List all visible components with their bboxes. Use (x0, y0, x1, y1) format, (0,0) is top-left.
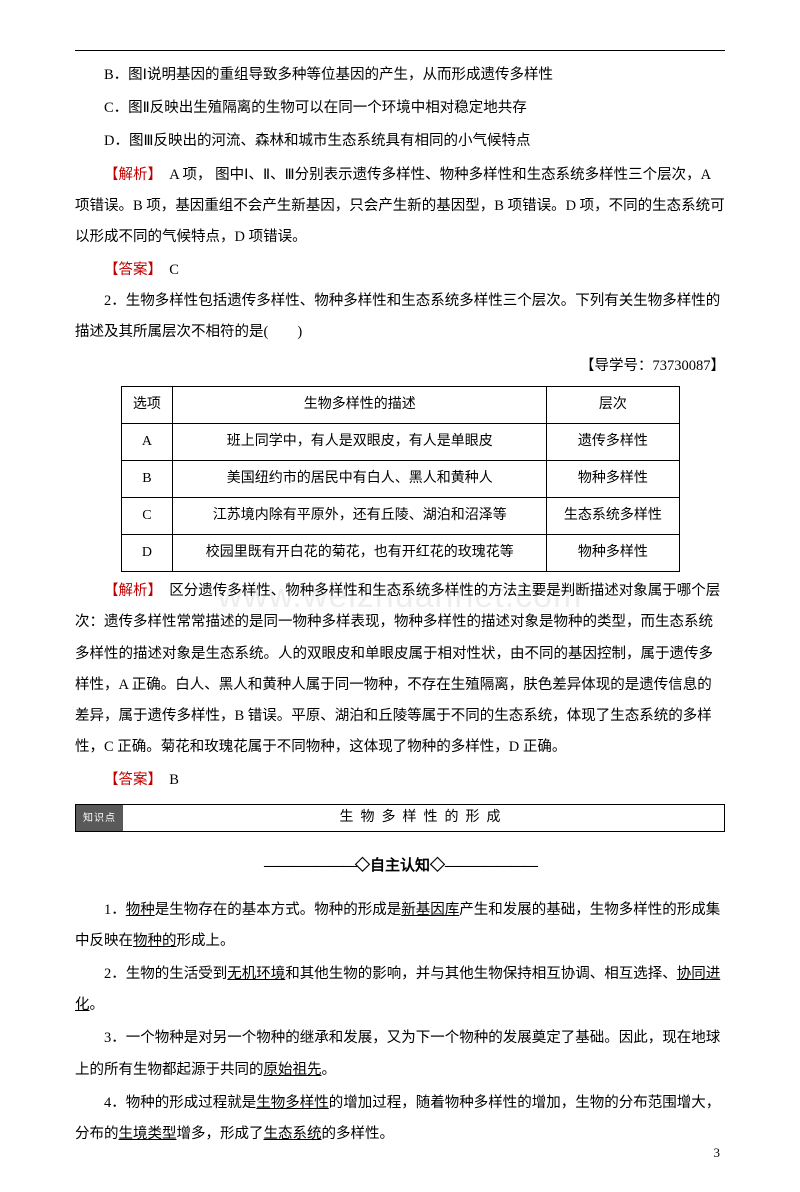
header-rule (75, 50, 725, 51)
u: 生物多样性 (256, 1095, 329, 1111)
cell: D (121, 535, 173, 572)
answer-2: 【答案】 B (75, 765, 725, 796)
self-study-heading: ———————◇自主认知◇——————— (75, 850, 725, 882)
section-title: 生物多样性的形成 (123, 805, 724, 831)
t: 和其他生物的影响，并与其他生物保持相互协调、相互选择、 (285, 966, 677, 982)
cell: 生态系统多样性 (547, 498, 679, 535)
option-b: B．图Ⅰ说明基因的重组导致多种等位基因的产生，从而形成遗传多样性 (75, 60, 725, 91)
u: 生态系统 (264, 1126, 322, 1142)
page-number: 3 (714, 1139, 721, 1167)
cell: 遗传多样性 (547, 423, 679, 460)
u: 原始祖先 (264, 1062, 322, 1078)
analysis-body: A 项， 图中Ⅰ、Ⅱ、Ⅲ分别表示遗传多样性、物种多样性和生态系统多样性三个层次，… (75, 167, 725, 245)
self-p1: 1．物种是生物存在的基本方式。物种的形成是新基因库产生和发展的基础，生物多样性的… (75, 895, 725, 957)
t: 2．生物的生活受到 (104, 966, 227, 982)
answer-value: B (155, 772, 179, 788)
table-row: B 美国纽约市的居民中有白人、黑人和黄种人 物种多样性 (121, 460, 679, 497)
cell: C (121, 498, 173, 535)
cell: 美国纽约市的居民中有白人、黑人和黄种人 (173, 460, 547, 497)
analysis-1: 【解析】 A 项， 图中Ⅰ、Ⅱ、Ⅲ分别表示遗传多样性、物种多样性和生态系统多样性… (75, 160, 725, 254)
analysis-2: 【解析】 区分遗传多样性、物种多样性和生态系统多样性的方法主要是判断描述对象属于… (75, 576, 725, 763)
th-2: 层次 (547, 386, 679, 423)
analysis-label: 【解析】 (104, 167, 155, 183)
t: 的多样性。 (322, 1126, 395, 1142)
cell: 校园里既有开白花的菊花，也有开红花的玫瑰花等 (173, 535, 547, 572)
option-d: D．图Ⅲ反映出的河流、森林和城市生态系统具有相同的小气候特点 (75, 126, 725, 157)
answer-label: 【答案】 (104, 772, 155, 788)
section-box: 知识点 生物多样性的形成 (75, 804, 725, 832)
cell: 物种多样性 (547, 535, 679, 572)
q2-options-table: 选项 生物多样性的描述 层次 A 班上同学中，有人是双眼皮，有人是单眼皮 遗传多… (121, 386, 680, 572)
cell: A (121, 423, 173, 460)
u: 物种 (126, 902, 155, 918)
table-row: A 班上同学中，有人是双眼皮，有人是单眼皮 遗传多样性 (121, 423, 679, 460)
cell: 江苏境内除有平原外，还有丘陵、湖泊和沼泽等 (173, 498, 547, 535)
t: 。 (322, 1062, 337, 1078)
u: 无机环境 (227, 966, 285, 982)
th-0: 选项 (121, 386, 173, 423)
cell: 班上同学中，有人是双眼皮，有人是单眼皮 (173, 423, 547, 460)
answer-1: 【答案】 C (75, 255, 725, 286)
table-header-row: 选项 生物多样性的描述 层次 (121, 386, 679, 423)
line-right: ——————— (445, 858, 536, 874)
answer-label: 【答案】 (104, 262, 155, 278)
t: 1． (104, 902, 126, 918)
line-left: ——————— (264, 858, 355, 874)
t: 增多，形成了 (177, 1126, 264, 1142)
t: 3．一个物种是对另一个物种的继承和发展，又为下一个物种的发展奠定了基础。因此，现… (75, 1030, 720, 1077)
self-p4: 4．物种的形成过程就是生物多样性的增加过程，随着物种多样性的增加，生物的分布范围… (75, 1088, 725, 1150)
heading-text: ◇自主认知◇ (355, 858, 445, 874)
u: 新基因库 (401, 902, 459, 918)
q2-reference-number: 【导学号：73730087】 (75, 351, 725, 382)
table-row: C 江苏境内除有平原外，还有丘陵、湖泊和沼泽等 生态系统多样性 (121, 498, 679, 535)
t: 是生物存在的基本方式。物种的形成是 (155, 902, 402, 918)
q2-stem: 2．生物多样性包括遗传多样性、物种多样性和生态系统多样性三个层次。下列有关生物多… (75, 286, 725, 348)
analysis-body: 区分遗传多样性、物种多样性和生态系统多样性的方法主要是判断描述对象属于哪个层次：… (75, 583, 720, 755)
th-1: 生物多样性的描述 (173, 386, 547, 423)
t: 形成上。 (177, 933, 235, 949)
cell: 物种多样性 (547, 460, 679, 497)
self-p2: 2．生物的生活受到无机环境和其他生物的影响，并与其他生物保持相互协调、相互选择、… (75, 959, 725, 1021)
analysis-label: 【解析】 (104, 583, 155, 599)
u: 生境类型 (119, 1126, 177, 1142)
table-row: D 校园里既有开白花的菊花，也有开红花的玫瑰花等 物种多样性 (121, 535, 679, 572)
section-tab: 知识点 (76, 805, 123, 831)
t: 4．物种的形成过程就是 (104, 1095, 256, 1111)
t: 。 (90, 997, 105, 1013)
u: 物种的 (133, 933, 177, 949)
option-c: C．图Ⅱ反映出生殖隔离的生物可以在同一个环境中相对稳定地共存 (75, 93, 725, 124)
cell: B (121, 460, 173, 497)
self-p3: 3．一个物种是对另一个物种的继承和发展，又为下一个物种的发展奠定了基础。因此，现… (75, 1023, 725, 1085)
answer-value: C (155, 262, 179, 278)
